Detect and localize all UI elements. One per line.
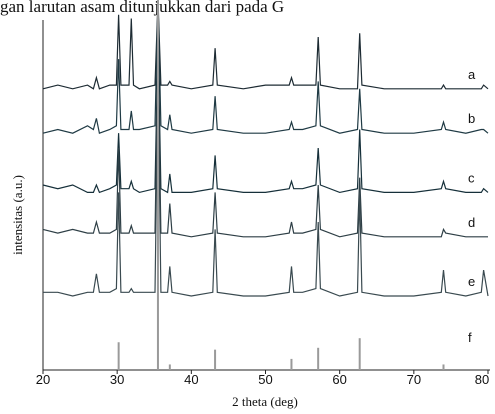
series-line — [42, 0, 489, 90]
series-label: e — [468, 274, 475, 289]
series-line — [43, 73, 489, 297]
series-label: a — [468, 67, 476, 82]
series-label: f — [468, 330, 472, 345]
series-line — [42, 55, 488, 238]
header-text: gan larutan asam ditunjukkan dari pada G — [0, 0, 284, 16]
series-line — [42, 36, 489, 194]
x-tick-label: 20 — [36, 372, 50, 387]
x-tick-label: 70 — [407, 372, 421, 387]
series-label: b — [468, 111, 475, 126]
series-label: c — [468, 170, 475, 185]
x-tick-label: 40 — [184, 372, 198, 387]
series-label: d — [468, 215, 475, 230]
x-tick-label: 80 — [475, 372, 489, 387]
x-tick-label: 50 — [258, 372, 272, 387]
x-tick-label: 30 — [110, 372, 124, 387]
y-axis-label: intensitas (a.u.) — [10, 175, 25, 255]
x-tick-label: 60 — [332, 372, 346, 387]
series-line — [42, 0, 489, 134]
x-axis-label: 2 theta (deg) — [232, 394, 298, 409]
